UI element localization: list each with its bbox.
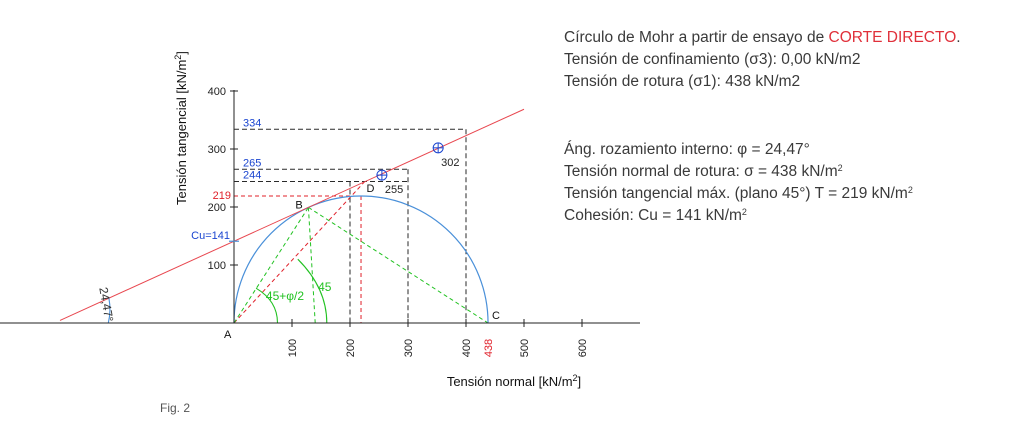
angle-45-label: 45	[318, 280, 332, 294]
info-title-text: Círculo de Mohr a partir de ensayo de	[564, 29, 829, 46]
info-cohesion-text: Cohesión: Cu = 141 kN/m	[564, 207, 742, 224]
x-tick-label-500: 500	[519, 339, 531, 357]
info-shear-stress-text: Tensión tangencial máx. (plano 45°) T = …	[564, 185, 908, 202]
mohr-circle-arc	[233, 195, 489, 324]
cu-label: Cu=141	[191, 230, 230, 242]
crosshair-label-302: 302	[441, 157, 459, 169]
x-tick-label-400: 400	[461, 339, 473, 357]
guide-lines	[233, 128, 489, 324]
x-tick-label-600: 600	[577, 339, 589, 357]
point-a-label: A	[224, 329, 232, 341]
info-normal-stress-text: Tensión normal de rotura: σ = 438 kN/m	[564, 163, 838, 180]
tau-label-244: 244	[243, 169, 261, 181]
line-a-b	[233, 207, 309, 324]
x-tick-label-100: 100	[287, 339, 299, 357]
crosshair-label-255: 255	[385, 184, 403, 196]
angle-45phi-arc	[255, 287, 279, 324]
figure-caption: Fig. 2	[160, 401, 191, 415]
axes: 100 200 300 400 500 600 100 200 300 400 Tensión no…	[0, 51, 640, 389]
info-title-highlight: CORTE DIRECTO	[828, 29, 957, 46]
info-cohesion: Cohesión: Cu = 141 kN/m2	[564, 205, 1019, 227]
x-axis-title-main: Tensión normal [kN/m	[447, 374, 573, 389]
y-axis-title-sup: 2	[173, 55, 183, 60]
phi-angle-label: 24,47°	[96, 286, 116, 323]
line-b-c	[308, 206, 489, 324]
tau-max-label: 219	[213, 190, 231, 202]
info-friction-angle: Áng. rozamiento interno: φ = 24,47°	[564, 141, 810, 158]
mohr-circle	[233, 195, 489, 324]
tau-label-334: 334	[243, 117, 261, 129]
info-confinement: Tensión de confinamiento (σ3): 0,00 kN/m…	[564, 51, 861, 68]
envelope-line	[59, 108, 525, 321]
y-tick-label-200: 200	[208, 202, 226, 214]
point-b-label: B	[295, 199, 302, 211]
info-cohesion-sup: 2	[741, 207, 747, 217]
x-axis-title-sup: 2	[573, 373, 578, 383]
x-axis-title-end: ]	[578, 374, 582, 389]
line-b-pole	[307, 207, 316, 324]
point-d-label: D	[367, 183, 375, 195]
info-shear-stress-sup: 2	[907, 185, 913, 195]
y-axis-title-main: Tensión tangencial [kN/m	[174, 60, 189, 205]
info-title: Círculo de Mohr a partir de ensayo de CO…	[564, 27, 1019, 49]
info-shear-stress: Tensión tangencial máx. (plano 45°) T = …	[564, 183, 1019, 205]
info-normal-stress: Tensión normal de rotura: σ = 438 kN/m2	[564, 161, 1019, 183]
angle-45-arc	[297, 258, 328, 324]
x-axis-title: Tensión normal [kN/m2]	[447, 373, 581, 389]
y-tick-label-100: 100	[208, 260, 226, 272]
x-tick-label-200: 200	[345, 339, 357, 357]
sigma1-label: 438	[483, 339, 495, 357]
info-rupture-stress: Tensión de rotura (σ1): 438 kN/m2	[564, 73, 801, 90]
angle-45phi-label: 45+φ/2	[266, 289, 304, 303]
y-axis-title-end: ]	[174, 51, 189, 55]
x-tick-label-300: 300	[403, 339, 415, 357]
y-tick-label-400: 400	[208, 86, 226, 98]
tau-label-265: 265	[243, 157, 261, 169]
y-tick-label-300: 300	[208, 144, 226, 156]
info-title-end: .	[956, 29, 961, 46]
info-normal-stress-sup: 2	[837, 163, 843, 173]
point-c-label: C	[492, 310, 500, 322]
info-panel: Círculo de Mohr a partir de ensayo de CO…	[564, 27, 1019, 227]
y-axis-title: Tensión tangencial [kN/m2]	[173, 51, 189, 205]
